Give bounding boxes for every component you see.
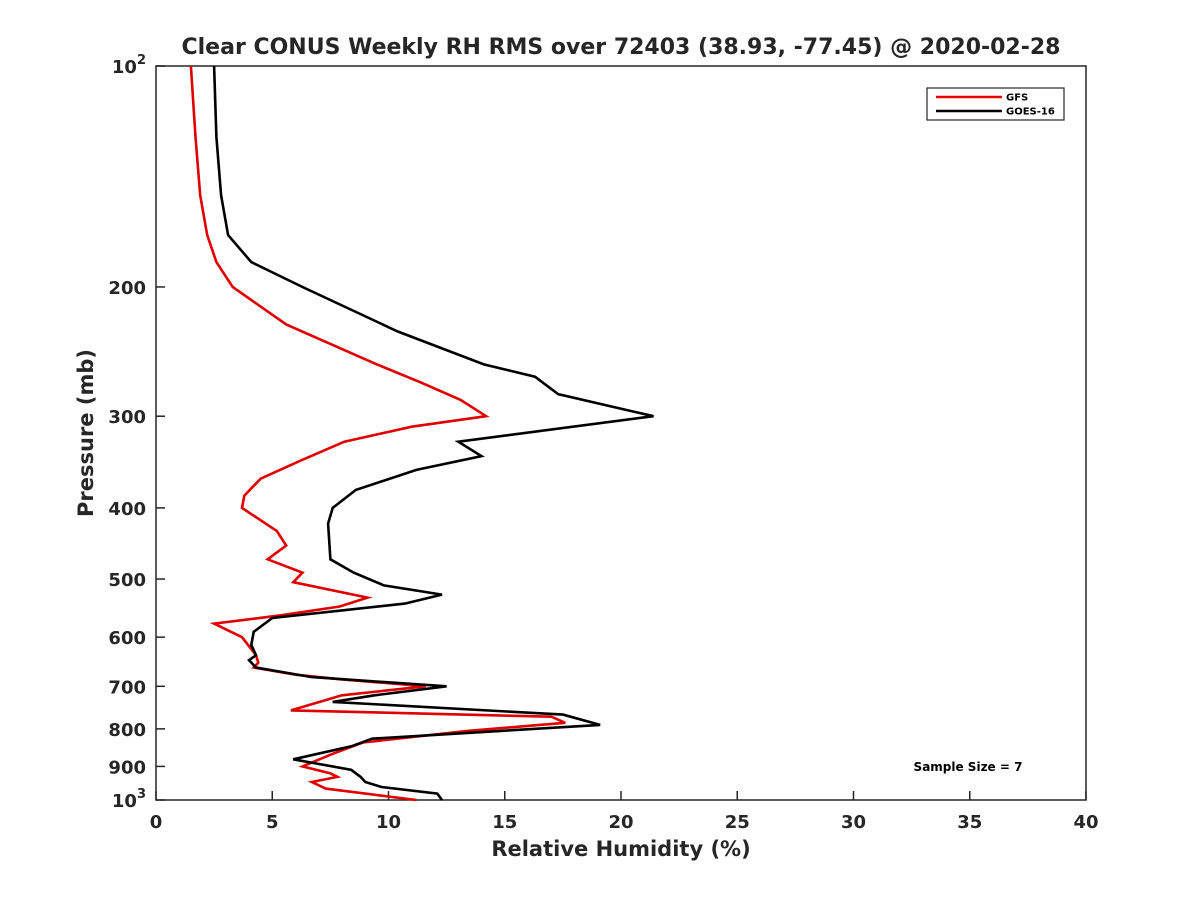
y-tick-label: 300: [108, 407, 146, 428]
y-tick-label: 400: [108, 499, 146, 520]
x-axis: 0 5 10 15 20 25 30 35 40: [150, 791, 1099, 833]
x-tick-label: 35: [957, 812, 982, 833]
sample-size-annotation: Sample Size = 7: [914, 760, 1023, 774]
y-tick-base: 600: [108, 628, 146, 649]
y-tick-base: 400: [108, 499, 146, 520]
y-tick-label: 103: [112, 787, 146, 812]
x-tick-label: 20: [608, 812, 633, 833]
y-tick-base: 800: [108, 720, 146, 741]
legend-label: GFS: [1006, 93, 1028, 104]
x-tick-label: 15: [492, 812, 517, 833]
plot-area: [155, 65, 1087, 801]
y-tick-base: 10: [112, 57, 137, 78]
y-tick-label: 800: [108, 720, 146, 741]
y-tick-base: 700: [108, 677, 146, 698]
y-axis-label: Pressure (mb): [74, 349, 98, 517]
y-tick-exponent: 3: [137, 787, 146, 802]
x-tick-label: 0: [150, 812, 163, 833]
legend-box: [926, 87, 1065, 121]
y-tick-base: 500: [108, 570, 146, 591]
y-tick-label: 200: [108, 278, 146, 299]
series-lines: [189, 65, 654, 802]
y-tick-base: 10: [112, 791, 137, 812]
x-tick-label: 25: [725, 812, 750, 833]
x-tick-label: 40: [1073, 812, 1098, 833]
series-line-goes-16: [212, 65, 654, 801]
y-tick-label: 900: [108, 757, 146, 778]
y-tick-label: 700: [108, 677, 146, 698]
y-tick-exponent: 2: [137, 53, 146, 68]
y-tick-base: 200: [108, 278, 146, 299]
x-tick-label: 10: [376, 812, 401, 833]
y-tick-label: 500: [108, 570, 146, 591]
legend: GFS GOES-16: [926, 87, 1065, 121]
x-tick-label: 30: [841, 812, 866, 833]
chart-title: Clear CONUS Weekly RH RMS over 72403 (38…: [182, 35, 1061, 60]
legend-label: GOES-16: [1006, 107, 1055, 118]
y-tick-label: 102: [112, 53, 146, 78]
y-tick-base: 300: [108, 407, 146, 428]
x-axis-label: Relative Humidity (%): [491, 837, 750, 861]
y-tick-label: 600: [108, 628, 146, 649]
x-tick-label: 5: [266, 812, 279, 833]
y-tick-base: 900: [108, 757, 146, 778]
